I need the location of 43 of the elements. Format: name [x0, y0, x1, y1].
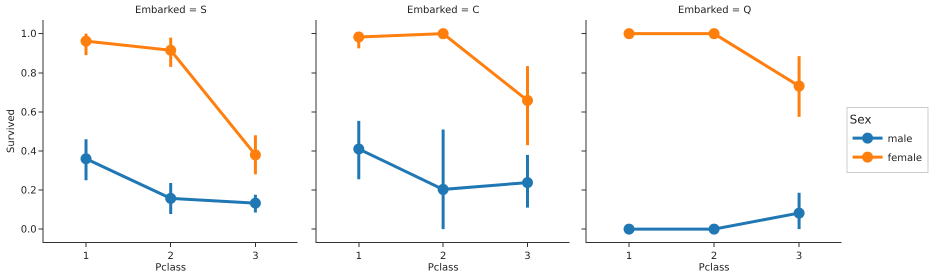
chart-title: Embarked = Q — [678, 5, 752, 16]
point — [624, 224, 635, 235]
point — [353, 143, 364, 154]
point — [80, 153, 92, 164]
point — [708, 28, 720, 40]
y-tick-label: 1.0 — [20, 29, 37, 40]
x-tick-label: 3 — [796, 251, 802, 262]
y-tick-label: 0.2 — [20, 186, 37, 197]
point — [165, 192, 176, 204]
point — [353, 32, 364, 42]
legend-label: male — [888, 134, 912, 145]
legend-label: female — [888, 153, 922, 164]
point — [165, 44, 176, 56]
x-tick-label: 2 — [440, 251, 446, 262]
x-axis-title: Pclass — [155, 262, 186, 274]
x-tick-label: 3 — [524, 251, 531, 262]
point — [438, 184, 449, 195]
point — [438, 28, 449, 40]
x-axis-title: Pclass — [428, 262, 459, 274]
point — [708, 224, 720, 235]
x-tick-label: 1 — [356, 251, 362, 262]
y-tick-label: 0.8 — [20, 68, 37, 80]
y-tick-label: 0.0 — [20, 224, 37, 236]
point — [250, 198, 261, 209]
point — [522, 177, 533, 188]
x-tick-label: 1 — [626, 251, 632, 262]
point — [522, 95, 533, 106]
x-axis-title: Pclass — [698, 262, 730, 274]
y-tick-label: 0.6 — [20, 107, 37, 118]
x-tick-label: 1 — [82, 251, 90, 262]
y-axis-title: Survived — [6, 109, 17, 153]
x-tick-label: 3 — [252, 251, 259, 262]
chart-title: Embarked = S — [135, 5, 207, 16]
point — [80, 36, 92, 47]
point — [794, 208, 805, 219]
x-tick-label: 2 — [710, 251, 718, 262]
legend-title: Sex — [850, 112, 872, 127]
y-tick-label: 0.4 — [20, 146, 37, 158]
point — [624, 28, 635, 40]
point — [794, 80, 805, 92]
point — [250, 149, 261, 160]
chart-title: Embarked = C — [407, 5, 480, 16]
x-tick-label: 2 — [168, 251, 174, 262]
